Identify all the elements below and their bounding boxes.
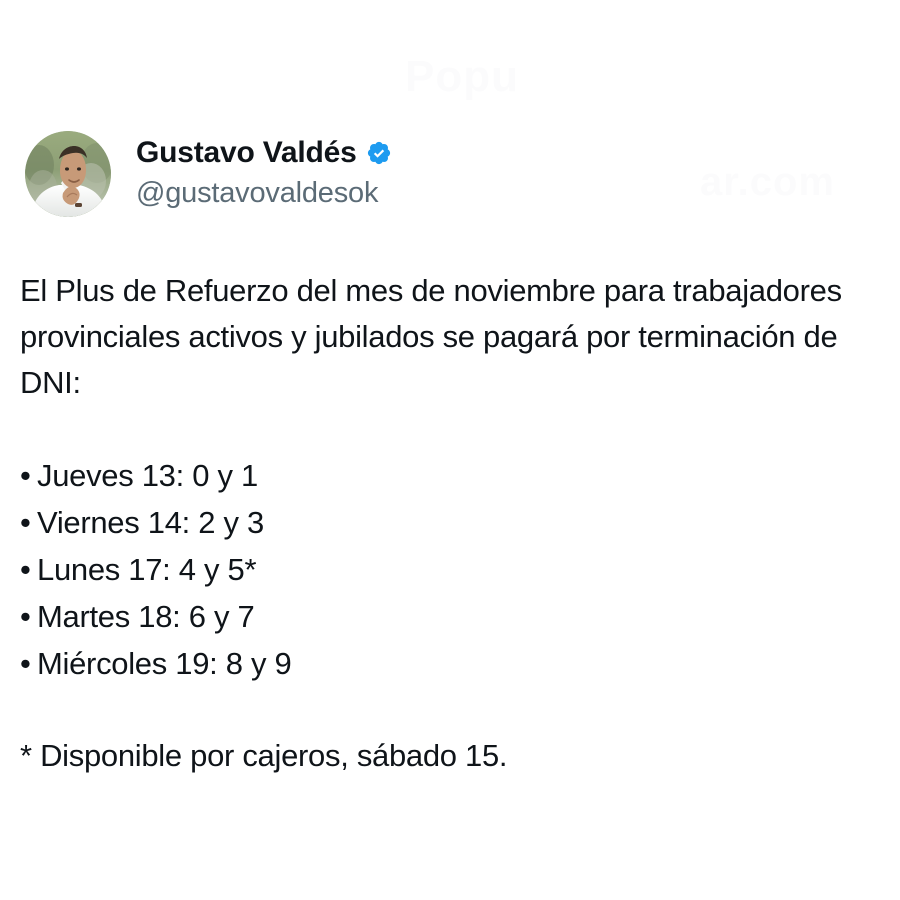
identity-block: Gustavo Valdés @gustavovaldesok xyxy=(136,131,392,210)
name-row: Gustavo Valdés xyxy=(136,135,392,171)
display-name[interactable]: Gustavo Valdés xyxy=(136,136,357,169)
tweet-header: Gustavo Valdés @gustavovaldesok xyxy=(25,131,392,217)
watermark-top: Popu xyxy=(405,52,519,101)
list-item-label: Miércoles 19: 8 y 9 xyxy=(37,646,292,681)
list-item-label: Jueves 13: 0 y 1 xyxy=(37,458,258,493)
list-item-label: Martes 18: 6 y 7 xyxy=(37,599,255,634)
tweet-paragraph: El Plus de Refuerzo del mes de noviembre… xyxy=(20,273,851,400)
list-item: • Martes 18: 6 y 7 xyxy=(20,593,880,640)
watermark-right: ar.com xyxy=(700,160,835,204)
list-item: • Lunes 17: 4 y 5* xyxy=(20,546,880,593)
account-handle[interactable]: @gustavovaldesok xyxy=(136,177,379,209)
list-item: • Viernes 14: 2 y 3 xyxy=(20,499,880,546)
avatar-photo xyxy=(25,131,111,217)
bullet-icon: • xyxy=(20,458,31,493)
bullet-icon: • xyxy=(20,646,31,681)
footnote: * Disponible por cajeros, sábado 15. xyxy=(20,738,508,773)
spacer xyxy=(20,406,880,452)
spacer xyxy=(20,687,880,733)
bullet-icon: • xyxy=(20,552,31,587)
list-item-label: Viernes 14: 2 y 3 xyxy=(37,505,264,540)
payment-schedule-list: • Jueves 13: 0 y 1 • Viernes 14: 2 y 3 •… xyxy=(20,452,880,687)
tweet-body: El Plus de Refuerzo del mes de noviembre… xyxy=(20,268,880,779)
list-item-label: Lunes 17: 4 y 5* xyxy=(37,552,257,587)
avatar[interactable] xyxy=(25,131,111,217)
list-item: • Miércoles 19: 8 y 9 xyxy=(20,640,880,687)
list-item: • Jueves 13: 0 y 1 xyxy=(20,452,880,499)
verified-badge-icon xyxy=(367,141,390,165)
bullet-icon: • xyxy=(20,599,31,634)
bullet-icon: • xyxy=(20,505,31,540)
